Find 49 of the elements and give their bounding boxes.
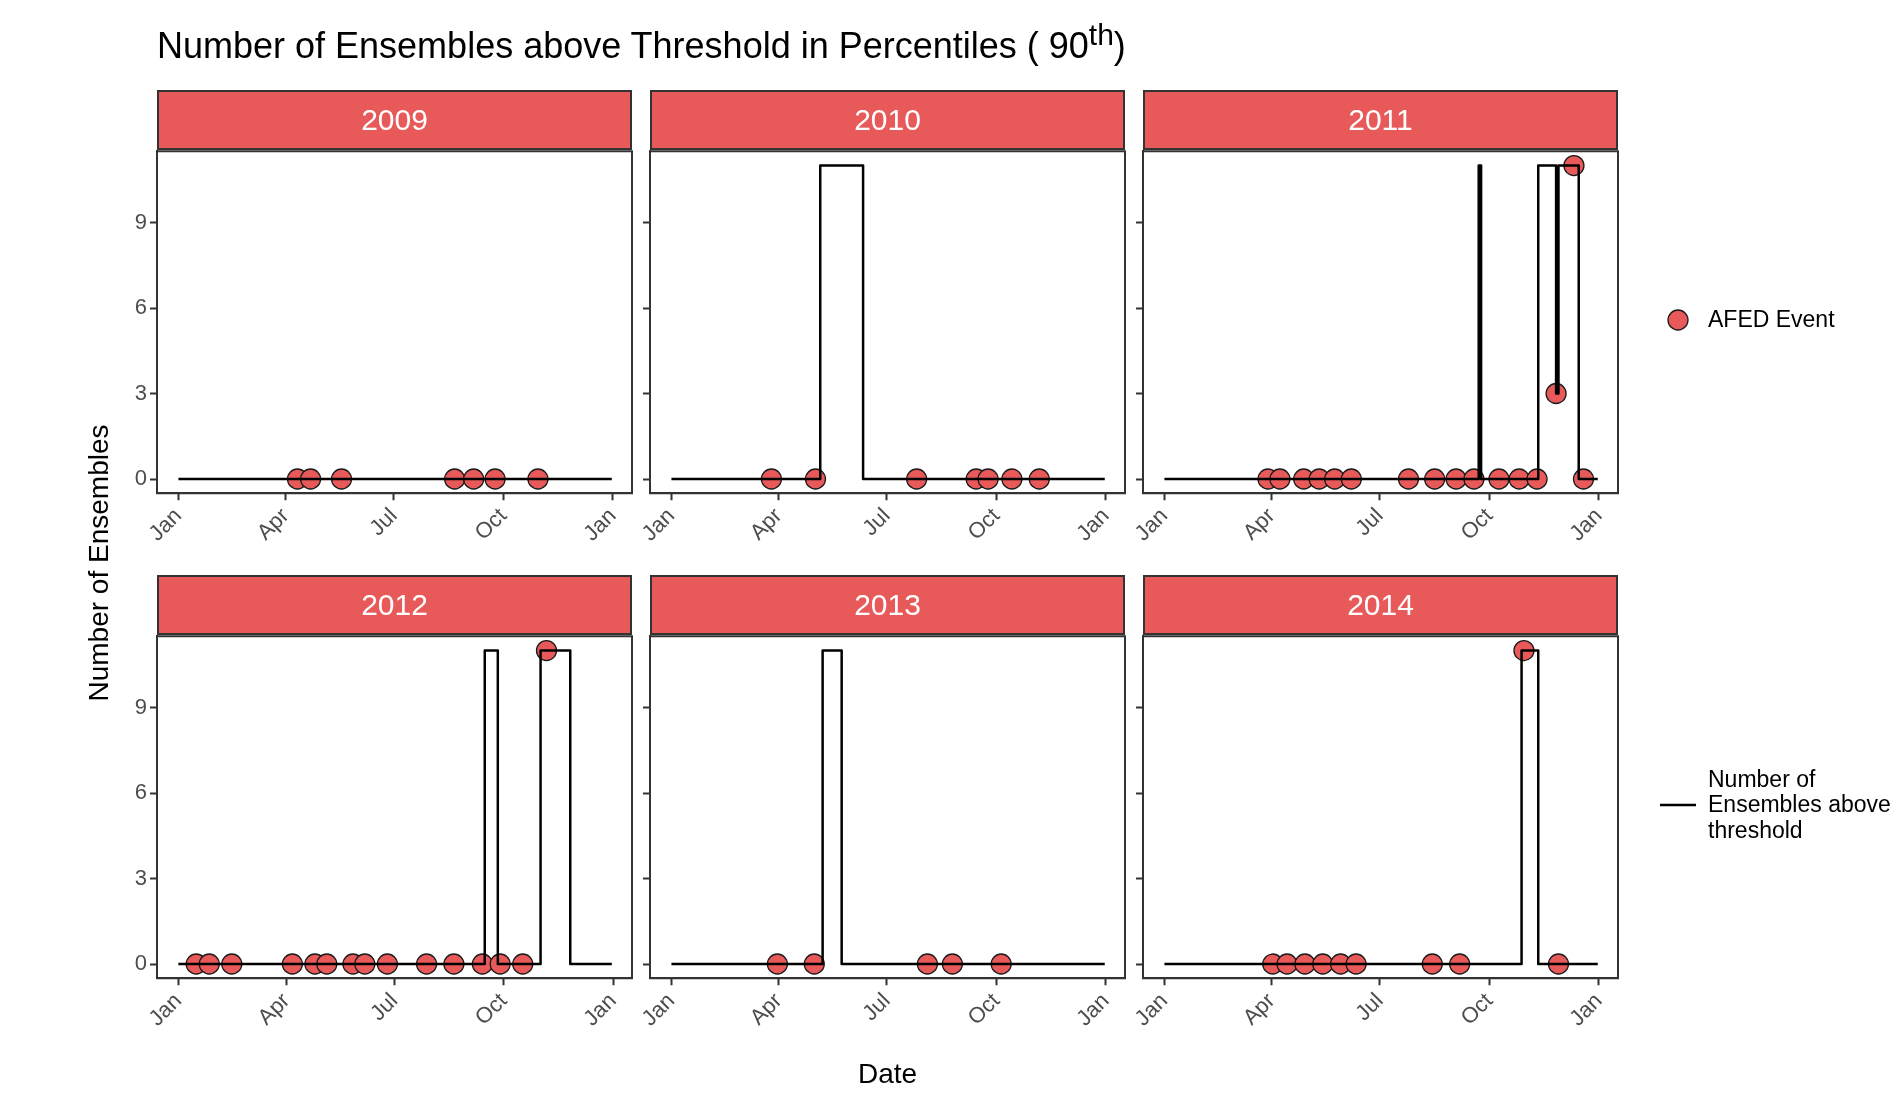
y-tick-label: 0: [134, 464, 147, 490]
x-tick-label: Jan: [143, 987, 187, 1031]
chart-subtitle: 2009: [157, 90, 632, 150]
x-tick-label: Apr: [744, 987, 787, 1030]
chart-title: Number of Ensembles above Threshold in Percentiles ( 90$^{th}$): [157, 18, 1126, 67]
x-tick-label: Jan: [1071, 502, 1114, 546]
x-tick-label: Apr: [1237, 502, 1280, 545]
x-tick-label: Apr: [252, 987, 295, 1030]
x-tick-label: Apr: [251, 502, 294, 545]
x-tick-label: Jan: [1129, 987, 1173, 1031]
chart-subtitle: 2011: [1143, 90, 1618, 150]
y-tick-label: 9: [134, 693, 147, 719]
x-tick-label: Jan: [1564, 502, 1607, 546]
x-tick-label: Oct: [962, 502, 1005, 545]
x-tick-label: Jan: [636, 987, 680, 1031]
chart-subtitle: 2010: [650, 90, 1125, 150]
x-tick-label: Jan: [636, 502, 680, 546]
x-axis-title: Date: [858, 1058, 918, 1090]
x-tick-label: Jan: [143, 502, 187, 546]
x-tick-label: Jan: [1129, 502, 1173, 546]
legend-label: AFED Event: [1708, 306, 1836, 333]
x-tick-label: Jul: [857, 987, 895, 1025]
chart-subtitle: 2014: [1143, 575, 1618, 635]
x-tick-label: Jan: [578, 502, 621, 546]
x-tick-label: Oct: [469, 987, 512, 1030]
legend-label: Number of Ensembles above threshold: [1708, 766, 1892, 843]
y-tick-label: 3: [134, 379, 147, 405]
x-tick-label: Jan: [1071, 987, 1114, 1031]
x-tick-label: Oct: [1455, 502, 1498, 545]
x-tick-label: Oct: [1455, 987, 1498, 1030]
x-tick-label: Apr: [1237, 987, 1280, 1030]
y-tick-label: 3: [134, 864, 147, 890]
x-tick-label: Jul: [364, 987, 403, 1025]
y-tick-label: 6: [134, 293, 147, 319]
y-tick-label: 0: [134, 949, 147, 975]
chart-subtitle: 2012: [157, 575, 632, 635]
y-axis-title: Number of Ensembles: [82, 423, 114, 702]
x-tick-label: Jul: [1350, 502, 1388, 540]
x-tick-label: Jul: [857, 502, 895, 540]
x-tick-label: Jul: [364, 502, 402, 540]
x-tick-label: Jan: [578, 987, 621, 1031]
x-tick-label: Jul: [1350, 987, 1388, 1025]
x-tick-label: Jan: [1564, 987, 1607, 1031]
y-tick-label: 6: [134, 778, 147, 804]
x-tick-label: Oct: [469, 502, 512, 545]
x-tick-label: Oct: [962, 987, 1005, 1030]
chart-subtitle: 2013: [650, 575, 1125, 635]
y-tick-label: 9: [134, 208, 147, 234]
x-tick-label: Apr: [744, 502, 787, 545]
